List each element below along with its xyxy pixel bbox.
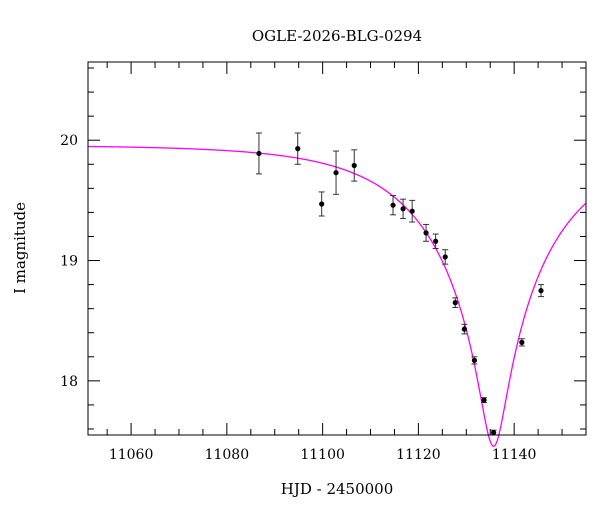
plot-frame (87, 61, 587, 436)
point-marker (333, 170, 339, 176)
point-marker (461, 326, 467, 332)
y-tick-label: 18 (60, 374, 78, 390)
y-tick-label: 20 (60, 133, 78, 149)
point-marker (519, 339, 525, 345)
point-marker (351, 162, 357, 169)
point-marker (256, 150, 262, 157)
point-marker (423, 230, 429, 236)
point-marker (538, 288, 544, 294)
point-marker (409, 208, 415, 214)
y-tick-label: 19 (60, 254, 78, 270)
x-tick-label: 11060 (109, 447, 154, 463)
chart-title: OGLE-2026-BLG-0294 (252, 27, 422, 45)
x-tick-label: 11100 (300, 447, 345, 463)
x-tick-label: 11120 (396, 447, 441, 463)
data-point (400, 198, 407, 219)
point-marker (452, 300, 458, 306)
x-axis-label: HJD - 2450000 (281, 480, 394, 498)
data-point (351, 149, 358, 182)
data-point (255, 132, 262, 175)
tick-labels: 11060 11080 11100 11120 11140 18 19 20 (60, 133, 536, 463)
data-point (537, 284, 544, 298)
data-point (390, 195, 397, 216)
data-point (461, 323, 468, 335)
x-tick-label: 11080 (205, 447, 250, 463)
data-point (409, 199, 416, 223)
point-marker (481, 397, 487, 403)
point-marker (490, 429, 497, 436)
x-tick-label: 11140 (492, 447, 537, 463)
data-point (432, 233, 439, 249)
data-point (452, 297, 459, 308)
y-axis-label: I magnitude (11, 202, 29, 294)
point-marker (433, 238, 439, 244)
point-marker (390, 202, 396, 208)
point-marker (400, 206, 406, 212)
model-curve (87, 145, 587, 447)
data-point (423, 223, 430, 242)
point-marker (319, 201, 325, 207)
data-point (318, 191, 325, 217)
data-point (518, 338, 525, 347)
point-marker (295, 146, 301, 152)
data-point (333, 150, 340, 195)
point-marker (471, 357, 478, 363)
data-point (471, 356, 478, 365)
data-point (490, 429, 497, 436)
data-points (255, 132, 544, 436)
data-point (442, 249, 449, 265)
data-point (294, 132, 301, 165)
axis-ticks (88, 62, 587, 435)
point-marker (442, 254, 448, 260)
data-point (481, 397, 488, 404)
